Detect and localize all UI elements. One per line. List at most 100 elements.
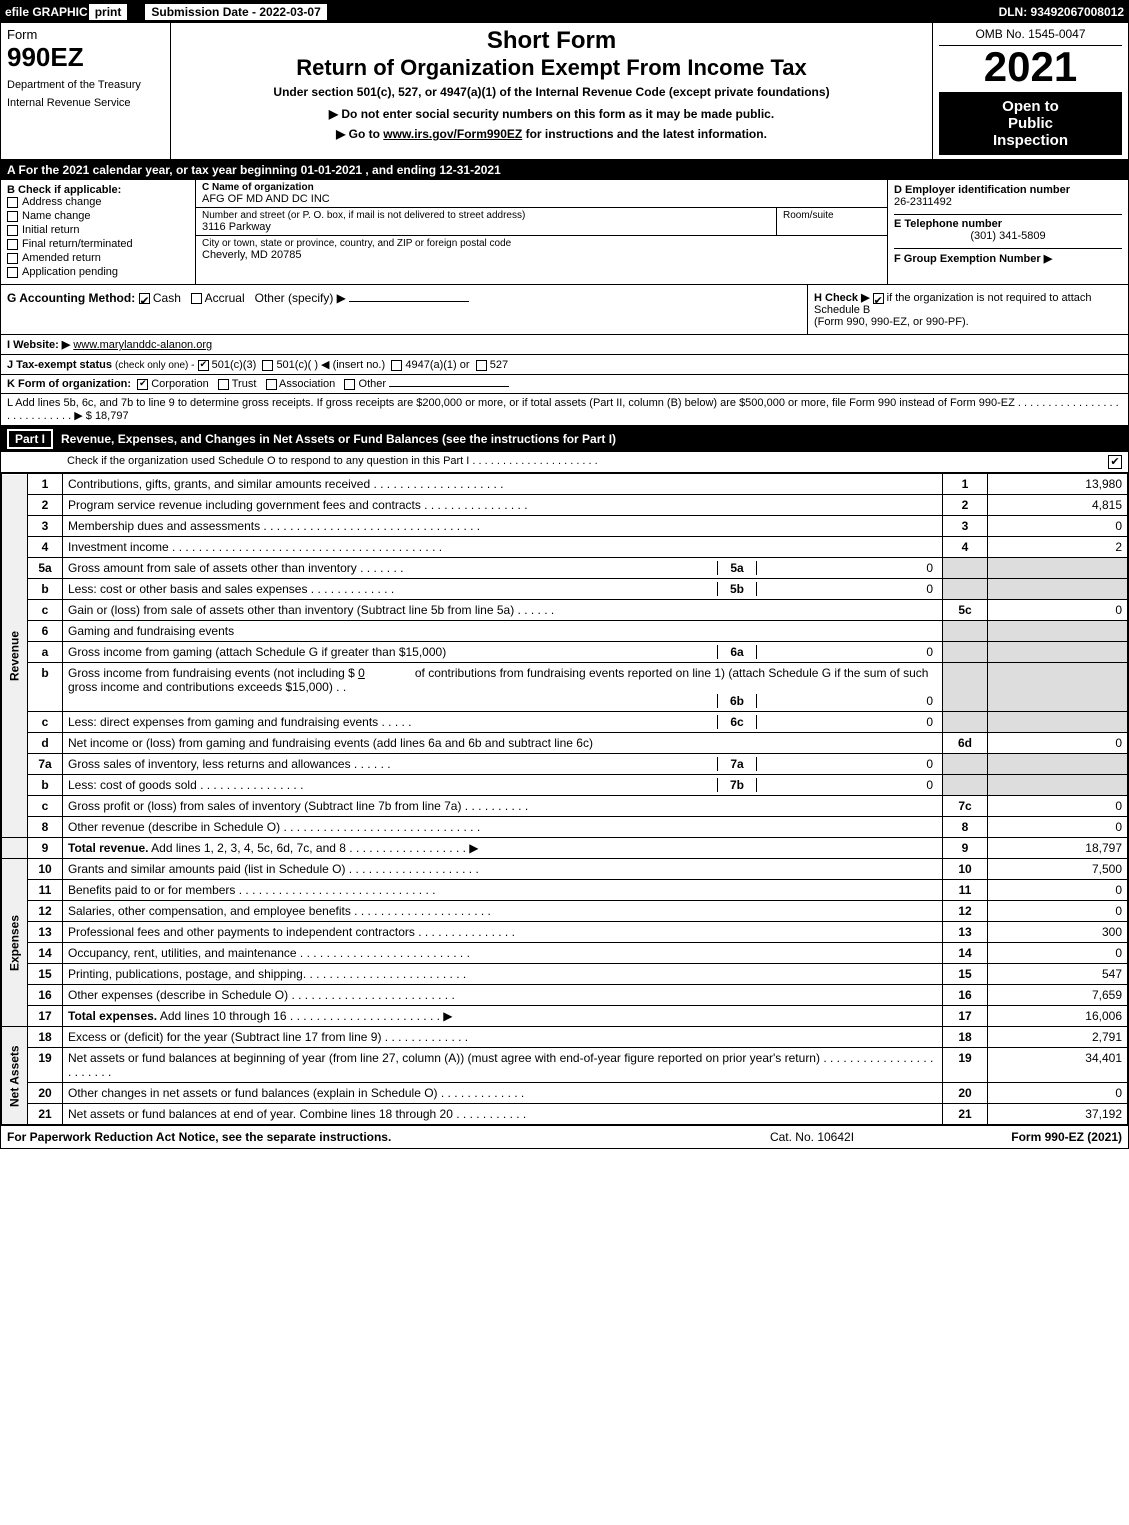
row-k: K Form of organization: Corporation Trus… — [1, 375, 1128, 394]
check-name-change[interactable]: Name change — [7, 210, 189, 222]
open-line3: Inspection — [943, 132, 1118, 149]
g-cash: Cash — [153, 291, 181, 305]
h-text3: (Form 990, 990-EZ, or 990-PF). — [814, 316, 969, 328]
top-bar: efile GRAPHIC print Submission Date - 20… — [1, 1, 1128, 23]
part1-check-icon: ✔ — [1108, 455, 1122, 469]
section-bcd-row: B Check if applicable: Address change Na… — [1, 180, 1128, 285]
row-j: J Tax-exempt status (check only one) - 5… — [1, 355, 1128, 375]
line-5a: 5aGross amount from sale of assets other… — [2, 558, 1128, 579]
phone-value: (301) 341-5809 — [894, 230, 1122, 242]
checkbox-4947-icon — [391, 360, 402, 371]
checkbox-other-icon — [344, 379, 355, 390]
line-20: 20Other changes in net assets or fund ba… — [2, 1083, 1128, 1104]
g-other: Other (specify) ▶ — [255, 291, 346, 305]
dept-treasury: Department of the Treasury — [7, 79, 164, 91]
row-l: L Add lines 5b, 6c, and 7b to line 9 to … — [1, 394, 1128, 426]
line-14: 14Occupancy, rent, utilities, and mainte… — [2, 943, 1128, 964]
ssn-notice: ▶ Do not enter social security numbers o… — [177, 107, 926, 121]
line-6: 6Gaming and fundraising events — [2, 621, 1128, 642]
part1-title: Revenue, Expenses, and Changes in Net As… — [61, 432, 1122, 446]
g-other-blank — [349, 301, 469, 302]
dept-irs: Internal Revenue Service — [7, 97, 164, 109]
line-1-amt: 13,980 — [988, 474, 1128, 495]
room-label: Room/suite — [783, 210, 881, 221]
group-label: F Group Exemption Number ▶ — [894, 248, 1122, 265]
section-g: G Accounting Method: ✔ Cash Accrual Othe… — [1, 285, 808, 334]
page-footer: For Paperwork Reduction Act Notice, see … — [1, 1125, 1128, 1148]
line-17: 17Total expenses. Add lines 10 through 1… — [2, 1006, 1128, 1027]
j-opt4: 527 — [490, 359, 508, 371]
org-name-row: C Name of organization AFG OF MD AND DC … — [196, 180, 887, 208]
header-middle: Short Form Return of Organization Exempt… — [171, 23, 933, 159]
org-name-label: C Name of organization — [202, 182, 881, 193]
line-5b: bLess: cost or other basis and sales exp… — [2, 579, 1128, 600]
return-title: Return of Organization Exempt From Incom… — [177, 55, 926, 81]
goto-post: for instructions and the latest informat… — [522, 127, 767, 141]
ein-value: 26-2311492 — [894, 196, 1122, 208]
goto-link[interactable]: www.irs.gov/Form990EZ — [383, 127, 522, 141]
check-initial-return[interactable]: Initial return — [7, 224, 189, 236]
line-16: 16Other expenses (describe in Schedule O… — [2, 985, 1128, 1006]
line-10: Expenses10Grants and similar amounts pai… — [2, 859, 1128, 880]
line-21: 21Net assets or fund balances at end of … — [2, 1104, 1128, 1125]
checkbox-accrual-icon — [191, 293, 202, 304]
line-1: Revenue 1 Contributions, gifts, grants, … — [2, 474, 1128, 495]
submission-date: Submission Date - 2022-03-07 — [144, 3, 327, 21]
part1-header: Part I Revenue, Expenses, and Changes in… — [1, 426, 1128, 452]
open-line2: Public — [943, 115, 1118, 132]
part1-label: Part I — [7, 429, 53, 449]
checkbox-assoc-icon — [266, 379, 277, 390]
checkbox-icon — [7, 211, 18, 222]
print-button[interactable]: print — [88, 3, 129, 21]
checkbox-icon — [7, 253, 18, 264]
check-final-return[interactable]: Final return/terminated — [7, 238, 189, 250]
header-left: Form 990EZ Department of the Treasury In… — [1, 23, 171, 159]
k-corp: Corporation — [151, 378, 208, 390]
line-8: 8Other revenue (describe in Schedule O) … — [2, 817, 1128, 838]
line-1-desc: Contributions, gifts, grants, and simila… — [63, 474, 943, 495]
line-18: Net Assets18Excess or (deficit) for the … — [2, 1027, 1128, 1048]
under-section: Under section 501(c), 527, or 4947(a)(1)… — [177, 85, 926, 99]
header-right: OMB No. 1545-0047 2021 Open to Public In… — [933, 23, 1128, 159]
g-accrual: Accrual — [205, 291, 245, 305]
footer-left: For Paperwork Reduction Act Notice, see … — [7, 1130, 702, 1144]
footer-right: Form 990-EZ (2021) — [922, 1130, 1122, 1144]
website-link[interactable]: www.marylanddc-alanon.org — [73, 339, 212, 351]
check-address-change[interactable]: Address change — [7, 196, 189, 208]
h-pre: H Check ▶ — [814, 292, 873, 304]
l-amount: 18,797 — [95, 410, 129, 422]
part1-subtitle-row: Check if the organization used Schedule … — [1, 452, 1128, 473]
checkbox-h-icon: ✔ — [873, 293, 884, 304]
check-application-pending[interactable]: Application pending — [7, 266, 189, 278]
line-6d: dNet income or (loss) from gaming and fu… — [2, 733, 1128, 754]
expenses-side-label: Expenses — [2, 859, 28, 1027]
goto-pre: ▶ Go to — [336, 127, 383, 141]
line-2: 2Program service revenue including gover… — [2, 495, 1128, 516]
row-i: I Website: ▶ www.marylanddc-alanon.org — [1, 335, 1128, 355]
line-7c: cGross profit or (loss) from sales of in… — [2, 796, 1128, 817]
j-opt2: 501(c)( ) ◀ (insert no.) — [276, 359, 385, 371]
line-9: 9Total revenue. Total revenue. Add lines… — [2, 838, 1128, 859]
k-assoc: Association — [279, 378, 335, 390]
checkbox-527-icon — [476, 360, 487, 371]
open-inspection-box: Open to Public Inspection — [939, 92, 1122, 155]
section-def: D Employer identification number 26-2311… — [888, 180, 1128, 284]
line-7a: 7aGross sales of inventory, less returns… — [2, 754, 1128, 775]
room-cell: Room/suite — [777, 208, 887, 236]
line-6b: bGross income from fundraising events (n… — [2, 663, 1128, 712]
checkbox-501c3-icon — [198, 360, 209, 371]
lines-table: Revenue 1 Contributions, gifts, grants, … — [1, 473, 1128, 1125]
checkbox-icon — [7, 225, 18, 236]
checkbox-501c-icon — [262, 360, 273, 371]
checkbox-icon — [7, 239, 18, 250]
check-amended-return[interactable]: Amended return — [7, 252, 189, 264]
k-trust: Trust — [232, 378, 257, 390]
line-5c: cGain or (loss) from sale of assets othe… — [2, 600, 1128, 621]
g-label: G Accounting Method: — [7, 291, 135, 305]
row-g-h: G Accounting Method: ✔ Cash Accrual Othe… — [1, 285, 1128, 335]
k-other: Other — [359, 378, 387, 390]
j-opt1: 501(c)(3) — [212, 359, 257, 371]
netassets-side-label: Net Assets — [2, 1027, 28, 1125]
checkbox-trust-icon — [218, 379, 229, 390]
street-cell: Number and street (or P. O. box, if mail… — [196, 208, 777, 236]
